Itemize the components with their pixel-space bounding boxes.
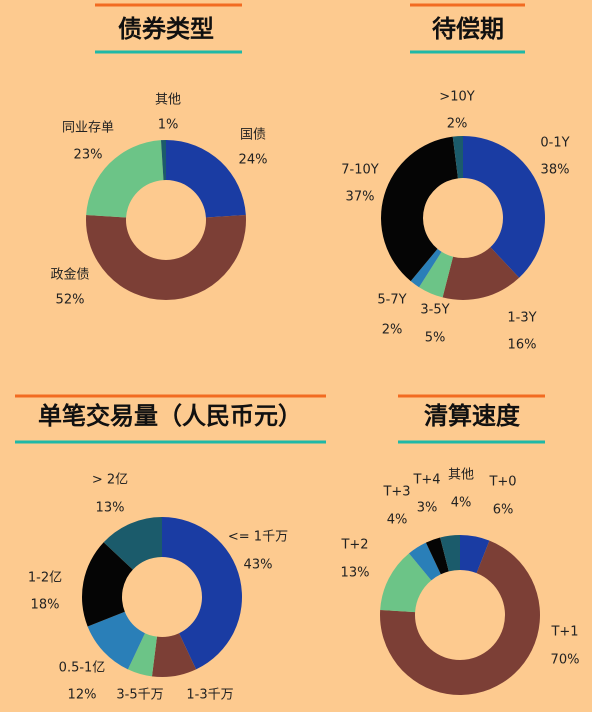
donut-slice — [160, 140, 166, 181]
slice-label: 同业存单 — [62, 121, 114, 136]
slice-value: 3% — [417, 501, 438, 516]
donut-slice — [127, 633, 157, 677]
slice-label: 0-1Y — [540, 136, 569, 151]
donut-slice — [452, 136, 463, 179]
donut-slice — [82, 542, 133, 627]
slice-value: 4% — [387, 513, 408, 528]
slice-label: 7-10Y — [341, 163, 379, 178]
slice-label: >10Y — [439, 90, 474, 105]
chart-title: 单笔交易量（人民币元） — [38, 402, 302, 430]
slice-value: 4% — [451, 496, 472, 511]
donut-slice — [419, 251, 454, 298]
slice-value: 24% — [239, 153, 268, 168]
slice-value: 43% — [244, 558, 273, 573]
donut-slice — [440, 535, 460, 572]
donut-slice — [86, 140, 164, 218]
slice-value: 2% — [382, 323, 403, 338]
donut-slice — [166, 140, 246, 218]
donut-slice — [410, 248, 442, 288]
slice-value: 37% — [346, 190, 375, 205]
donut-slice — [425, 537, 449, 575]
slice-label: 1-2亿 — [28, 571, 62, 586]
donut-slice — [380, 553, 432, 613]
donut-slice — [151, 633, 197, 677]
slice-label: 0.5-1亿 — [59, 661, 106, 676]
slice-label: T+4 — [412, 473, 440, 488]
slice-label: T+1 — [550, 625, 578, 640]
slice-label: T+3 — [382, 485, 410, 500]
donut-slice — [86, 214, 246, 301]
donut-slice — [460, 535, 490, 574]
slice-value: 12% — [68, 688, 97, 703]
slice-value: 38% — [541, 163, 570, 178]
slice-value: 16% — [508, 338, 537, 353]
donut-slice — [103, 517, 162, 570]
donut-slice — [463, 136, 545, 278]
slice-label: T+0 — [488, 475, 516, 490]
slice-value: 1% — [158, 118, 179, 133]
slice-label: 5-7Y — [377, 293, 406, 308]
slice-label: 政金债 — [50, 267, 89, 283]
donut-slice — [87, 611, 145, 670]
slice-label: 1-3千万 — [186, 688, 233, 703]
slice-label: 1-3Y — [507, 311, 536, 326]
slice-label: T+2 — [340, 538, 368, 553]
slice-value: 70% — [551, 653, 580, 668]
slice-value: 52% — [56, 293, 85, 308]
slice-value: 2% — [447, 117, 468, 132]
slice-label: 国债 — [240, 128, 266, 143]
slice-value: 5% — [425, 331, 446, 346]
slice-label: 其他 — [448, 468, 474, 483]
slice-label: 其他 — [155, 93, 181, 108]
slice-value: 18% — [31, 598, 60, 613]
donut-slice — [162, 517, 243, 670]
slice-value: 13% — [341, 566, 370, 581]
slice-value: 13% — [96, 501, 125, 516]
slice-label: 3-5Y — [420, 303, 449, 318]
slice-value: 23% — [74, 148, 103, 163]
chart-title: 债券类型 — [118, 15, 214, 43]
slice-label: > 2亿 — [92, 473, 128, 488]
slice-label: <= 1千万 — [228, 530, 288, 545]
slice-value: 6% — [493, 503, 514, 518]
donut-slice — [380, 136, 458, 282]
chart-title: 清算速度 — [424, 402, 521, 430]
donut-slice — [442, 247, 520, 300]
chart-title: 待偿期 — [432, 15, 504, 43]
donut-slice — [380, 540, 540, 695]
slice-label: 3-5千万 — [116, 688, 163, 703]
donut-slice — [409, 542, 441, 581]
